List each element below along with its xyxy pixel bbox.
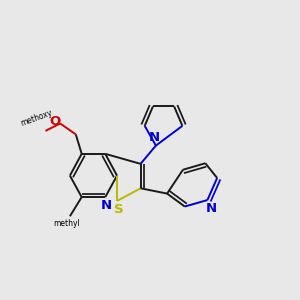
Text: O: O — [49, 115, 61, 128]
Text: methyl: methyl — [54, 219, 80, 228]
Text: methoxy: methoxy — [20, 108, 54, 127]
Text: N: N — [149, 131, 160, 144]
Text: N: N — [100, 199, 112, 212]
Text: S: S — [114, 203, 123, 216]
Text: N: N — [206, 202, 217, 215]
